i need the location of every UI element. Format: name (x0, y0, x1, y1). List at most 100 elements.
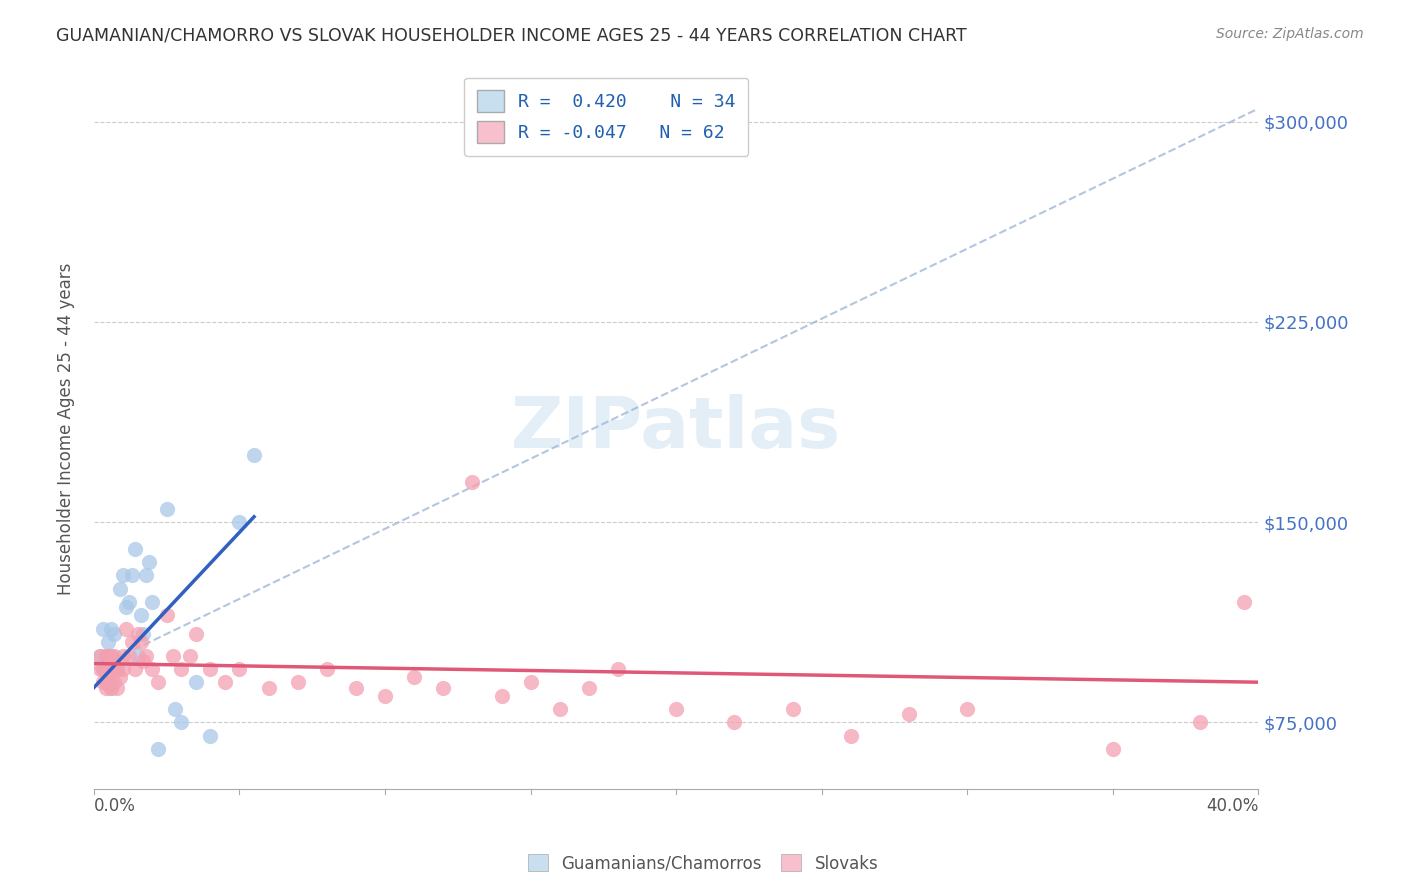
Point (97, 670, 120, 684)
Point (129, 635, 152, 649)
Point (257, 681, 280, 695)
Point (115, 600, 138, 615)
Point (100, 675, 122, 690)
Point (100, 648, 122, 663)
Point (103, 675, 125, 690)
Point (146, 742, 169, 756)
Point (578, 681, 600, 695)
Point (89, 648, 111, 663)
Point (94, 681, 117, 695)
Point (100, 681, 122, 695)
Point (200, 729, 222, 743)
Text: GUAMANIAN/CHAMORRO VS SLOVAK HOUSEHOLDER INCOME AGES 25 - 44 YEARS CORRELATION C: GUAMANIAN/CHAMORRO VS SLOVAK HOUSEHOLDER… (56, 27, 967, 45)
Point (200, 662, 222, 676)
Point (184, 627, 207, 641)
Point (179, 648, 201, 663)
Point (135, 568, 157, 582)
Point (97, 648, 120, 663)
Point (89, 662, 111, 676)
Point (91, 662, 114, 676)
Point (94, 662, 117, 676)
Point (124, 541, 146, 556)
Point (97, 675, 120, 690)
Point (165, 702, 187, 716)
Point (344, 681, 367, 695)
Point (103, 648, 125, 663)
Point (108, 582, 131, 596)
Point (461, 475, 484, 489)
Text: ZIPatlas: ZIPatlas (512, 394, 841, 463)
Point (782, 702, 804, 716)
Point (100, 681, 122, 695)
Y-axis label: Householder Income Ages 25 - 44 years: Householder Income Ages 25 - 44 years (58, 262, 75, 595)
Point (214, 675, 236, 690)
Point (97, 635, 120, 649)
Point (228, 662, 250, 676)
Point (118, 648, 141, 663)
Point (97, 662, 120, 676)
Point (432, 681, 454, 695)
Point (112, 662, 135, 676)
Point (162, 648, 184, 663)
Point (839, 729, 862, 743)
Point (127, 648, 149, 663)
Point (103, 627, 125, 641)
Point (1102, 742, 1125, 756)
Text: Source: ZipAtlas.com: Source: ZipAtlas.com (1216, 27, 1364, 41)
Point (141, 595, 163, 609)
Point (105, 662, 128, 676)
Point (100, 662, 122, 676)
Point (112, 648, 135, 663)
Point (135, 648, 157, 663)
Point (108, 670, 131, 684)
Point (121, 568, 143, 582)
Point (118, 595, 141, 609)
Point (103, 662, 125, 676)
Point (156, 501, 179, 516)
Point (1233, 595, 1256, 609)
Point (374, 689, 396, 703)
Point (491, 689, 513, 703)
Point (115, 622, 138, 636)
Point (100, 648, 122, 663)
Point (129, 608, 152, 623)
Point (132, 627, 155, 641)
Point (141, 662, 163, 676)
Point (146, 675, 169, 690)
Point (1189, 715, 1212, 730)
Legend: Guamanians/Chamorros, Slovaks: Guamanians/Chamorros, Slovaks (520, 847, 886, 880)
Text: 40.0%: 40.0% (1206, 797, 1258, 815)
Point (103, 662, 125, 676)
Point (105, 662, 128, 676)
Text: 0.0%: 0.0% (94, 797, 136, 815)
Point (956, 702, 979, 716)
Point (315, 662, 337, 676)
Point (170, 662, 193, 676)
Point (91, 675, 114, 690)
Point (91, 622, 114, 636)
Point (100, 622, 122, 636)
Point (91, 662, 114, 676)
Point (898, 707, 921, 722)
Point (287, 675, 309, 690)
Legend: R =  0.420    N = 34, R = -0.047   N = 62: R = 0.420 N = 34, R = -0.047 N = 62 (464, 78, 748, 156)
Point (723, 715, 745, 730)
Point (124, 662, 146, 676)
Point (243, 449, 266, 463)
Point (94, 648, 117, 663)
Point (170, 715, 193, 730)
Point (548, 702, 571, 716)
Point (94, 675, 117, 690)
Point (94, 648, 117, 663)
Point (138, 555, 160, 569)
Point (156, 608, 179, 623)
Point (121, 635, 143, 649)
Point (89, 648, 111, 663)
Point (127, 627, 149, 641)
Point (665, 702, 688, 716)
Point (97, 662, 120, 676)
Point (607, 662, 630, 676)
Point (132, 654, 155, 668)
Point (184, 675, 207, 690)
Point (404, 670, 426, 684)
